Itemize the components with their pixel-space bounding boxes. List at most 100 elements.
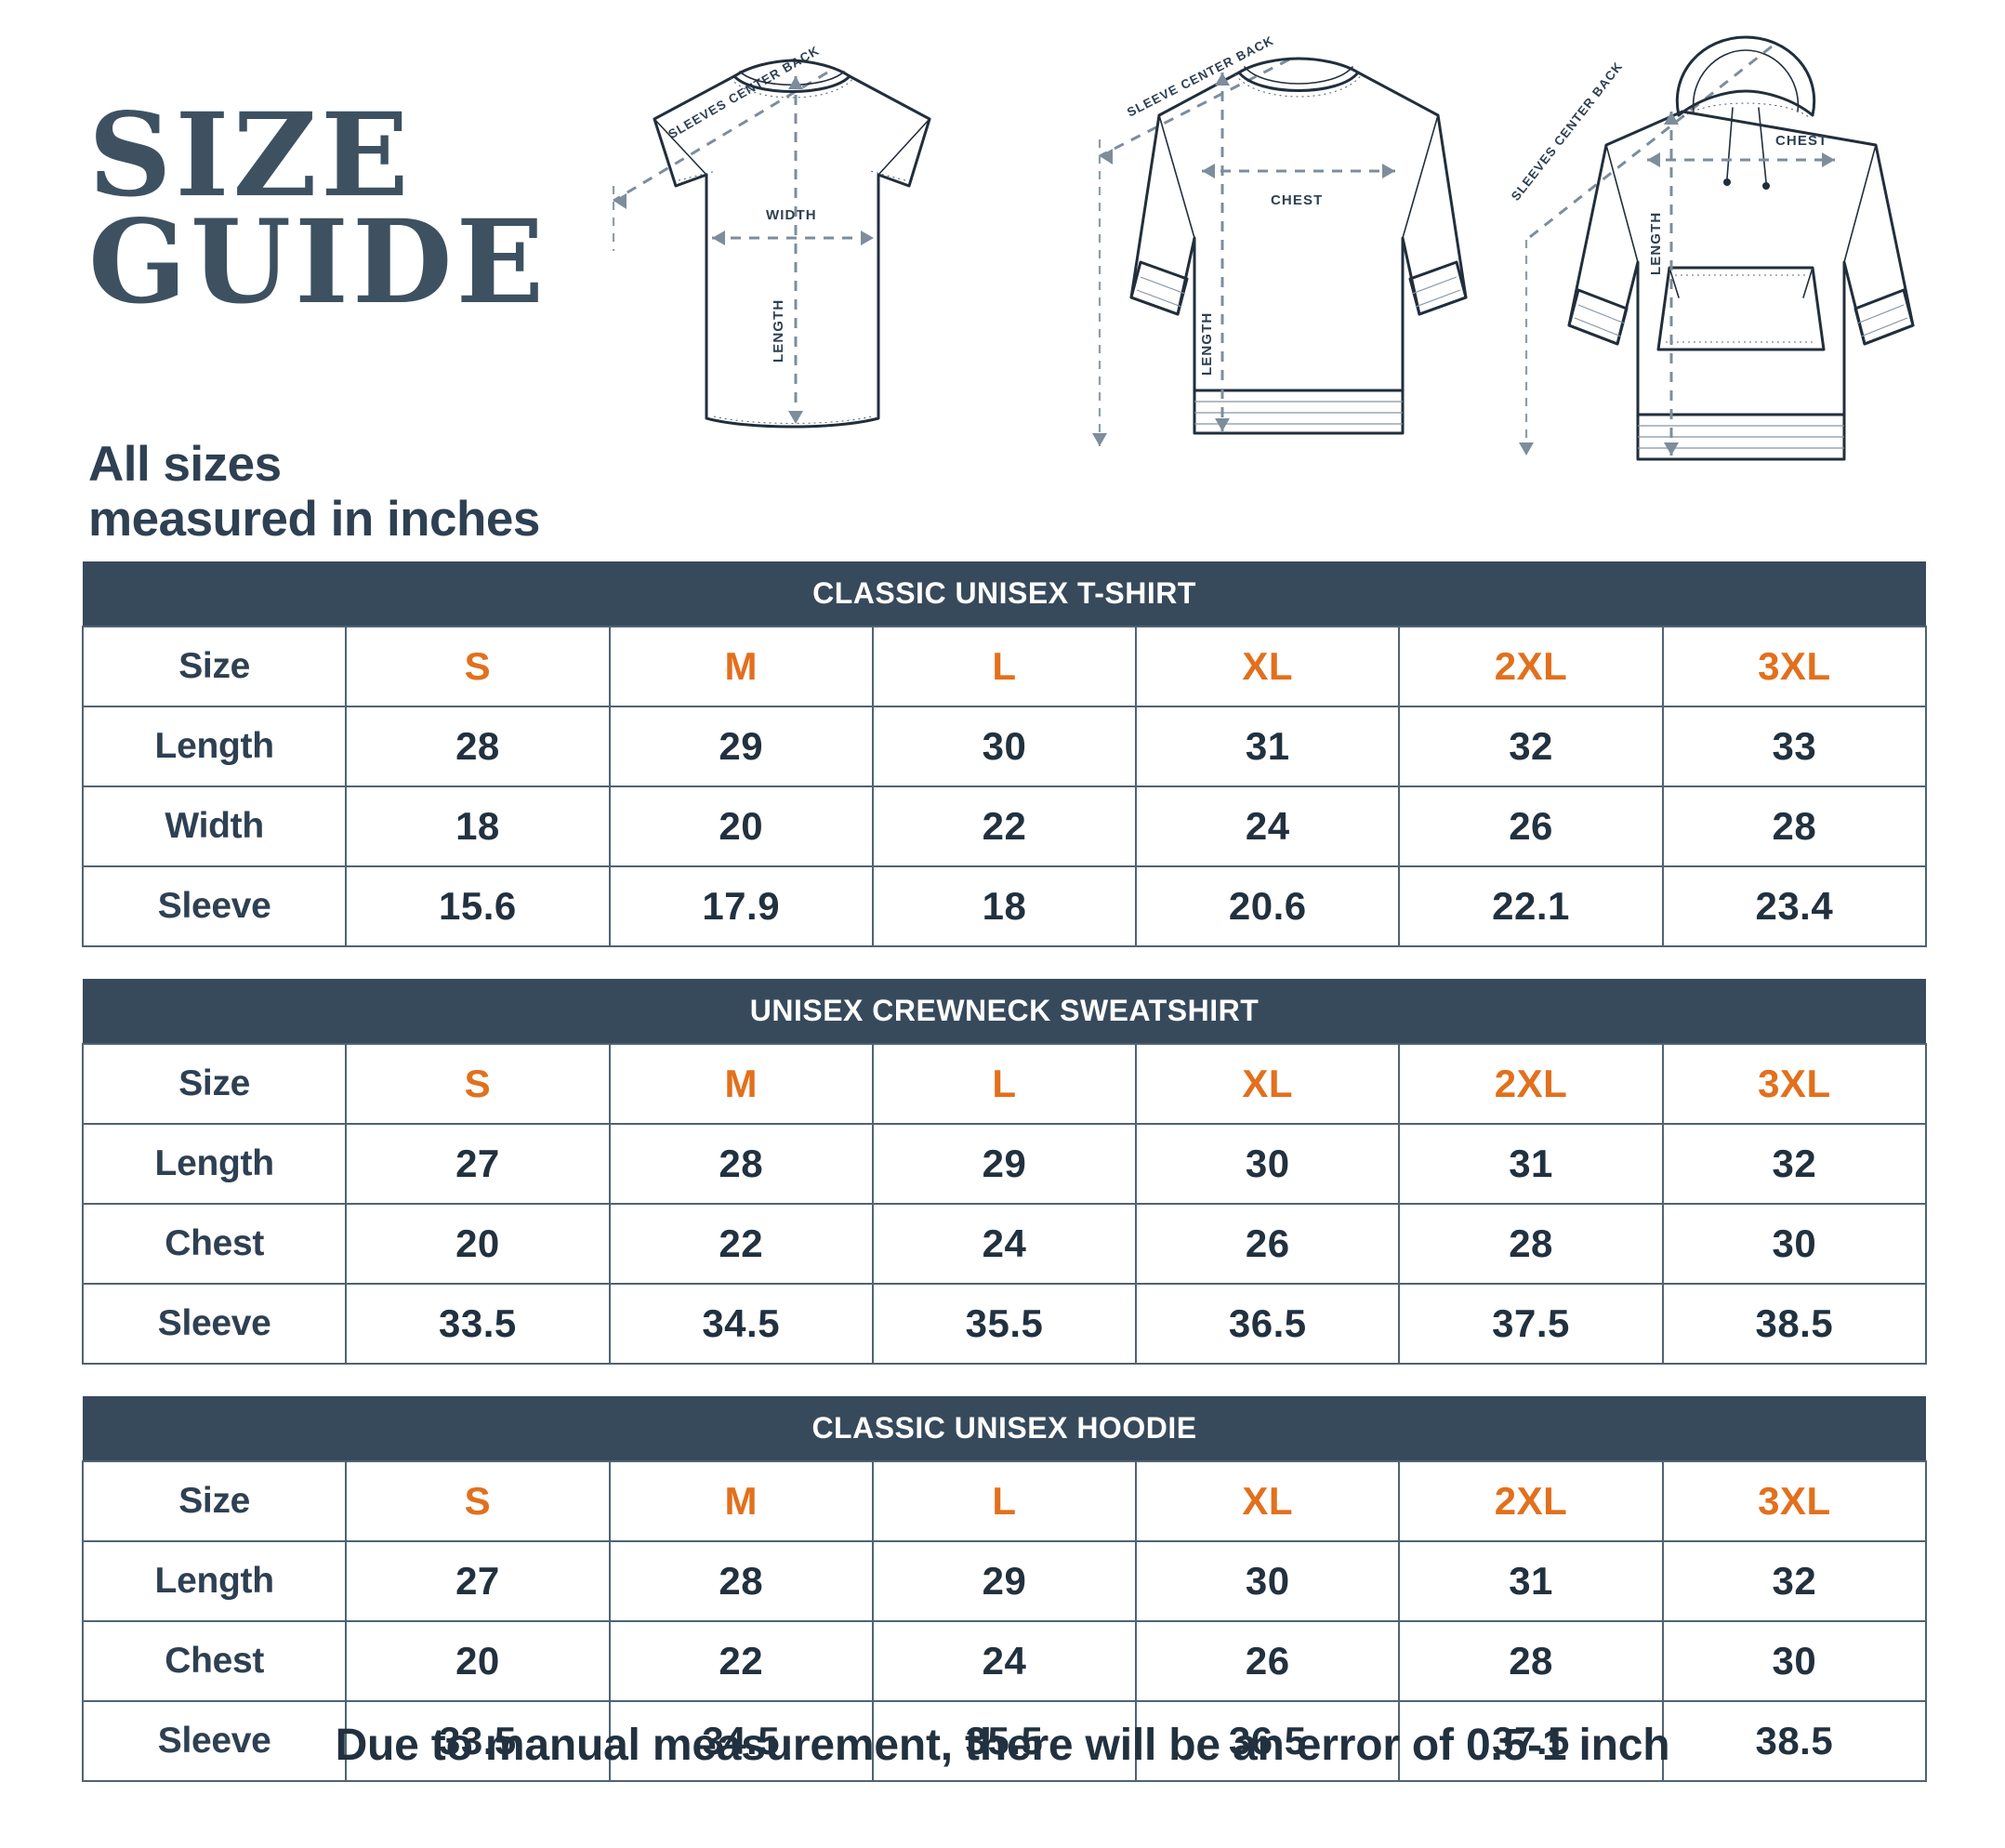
hoodie-drawstring-left: [1726, 107, 1734, 179]
tshirt-bottom-stitch: [713, 416, 873, 425]
value-cell: 30: [1135, 1123, 1401, 1205]
classic-unisex-tshirt-diagram: SLEEVES CENTER BACK: [558, 19, 1041, 558]
hoodie-left-cuff-rib-1: [1574, 317, 1622, 337]
tshirt-left-hem-stitch: [678, 170, 717, 181]
chest-arrow-right: [1382, 164, 1395, 178]
length-arrow-bottom: [1664, 442, 1679, 455]
hoodie-hood-stitch: [1682, 102, 1810, 118]
table-title: UNISEX CREWNECK SWEATSHIRT: [83, 979, 1926, 1044]
value-cell: 27: [345, 1123, 611, 1205]
hoodie-right-cuff-rib-1: [1860, 317, 1908, 337]
value-cell: 20: [345, 1620, 611, 1702]
value-cell: 32: [1661, 1123, 1928, 1205]
hoodie-left-cuff: [1567, 288, 1629, 346]
hoodie-right-sleeve-seam: [1843, 144, 1877, 263]
value-cell: 28: [1661, 785, 1928, 867]
size-cell-s: S: [345, 626, 611, 707]
value-cell: 29: [608, 706, 874, 787]
value-cell: 24: [871, 1620, 1138, 1702]
value-cell: 35.5: [871, 1283, 1138, 1365]
value-cell: 17.9: [608, 865, 874, 947]
size-cell-m: M: [608, 626, 874, 707]
hoodie-hood-outer: [1675, 35, 1816, 117]
hoodie-waistband: [1636, 413, 1846, 461]
table-title: CLASSIC UNISEX HOODIE: [83, 1396, 1926, 1461]
value-cell: 30: [1661, 1203, 1928, 1285]
subtitle-line-2: measured in inches: [88, 492, 540, 548]
table-row: Sleeve 33.5 34.5 35.5 36.5 37.5 38.5: [81, 1283, 1928, 1365]
value-cell: 38.5: [1661, 1283, 1928, 1365]
value-cell: 15.6: [345, 865, 611, 947]
row-label: Length: [81, 706, 348, 787]
value-cell: 26: [1135, 1203, 1401, 1285]
size-table-hoodie: CLASSIC UNISEX HOODIE Size S M L XL 2XL …: [81, 1396, 1928, 1782]
value-cell: 34.5: [608, 1283, 874, 1365]
table-spacer: [82, 958, 1927, 979]
size-cell-s: S: [345, 1460, 611, 1542]
size-cell-3xl: 3XL: [1661, 1043, 1928, 1125]
value-cell: 30: [871, 706, 1138, 787]
chest-label-text: CHEST: [1271, 192, 1323, 208]
size-cell-s: S: [345, 1043, 611, 1125]
hoodie-hood-inner: [1692, 49, 1800, 112]
value-cell: 29: [871, 1540, 1138, 1622]
value-cell: 28: [1398, 1620, 1664, 1702]
sleeve-guide-line: [613, 71, 828, 203]
value-cell: 37.5: [1398, 1700, 1664, 1782]
table-row: Width 18 20 22 24 26 28: [81, 785, 1928, 867]
value-cell: 18: [871, 865, 1138, 947]
value-cell: 24: [871, 1203, 1138, 1285]
value-cell: 31: [1398, 1123, 1664, 1205]
length-label-text: LENGTH: [1648, 212, 1664, 275]
hoodie-right-cuff: [1853, 288, 1915, 346]
crew-left-cuff-rib-1: [1136, 289, 1182, 308]
value-cell: 32: [1398, 706, 1664, 787]
value-cell: 36.5: [1135, 1700, 1401, 1782]
hoodie-left-sleeve-seam: [1605, 144, 1639, 263]
table-row: Length 27 28 29 30 31 32: [81, 1540, 1928, 1622]
table-row: Length 27 28 29 30 31 32: [81, 1123, 1928, 1205]
value-cell: 31: [1398, 1540, 1664, 1622]
sweatshirt-outline: [1129, 57, 1468, 392]
sleeve-guide-arrow-bottom: [1092, 433, 1107, 446]
width-arrow-right: [861, 231, 874, 245]
row-label: Size: [81, 1043, 348, 1125]
row-label: Sleeve: [81, 865, 348, 947]
crew-right-sleeve-seam: [1402, 114, 1439, 239]
value-cell: 22: [608, 1620, 874, 1702]
value-cell: 20: [345, 1203, 611, 1285]
row-label: Width: [81, 785, 348, 867]
row-label: Chest: [81, 1620, 348, 1702]
size-tables: CLASSIC UNISEX T-SHIRT Size S M L XL 2XL…: [81, 561, 1928, 1793]
subtitle: All sizes measured in inches: [88, 437, 540, 548]
length-label-text: LENGTH: [771, 299, 786, 363]
hoodie-aglet-left: [1723, 178, 1731, 186]
length-arrow-top: [1664, 112, 1679, 125]
size-cell-2xl: 2XL: [1398, 1460, 1664, 1542]
value-cell: 36.5: [1135, 1283, 1401, 1365]
size-cell-3xl: 3XL: [1661, 626, 1928, 707]
value-cell: 20: [608, 785, 874, 867]
length-arrow-top: [1215, 73, 1230, 86]
length-label-group: LENGTH: [1648, 212, 1664, 275]
length-label-group: LENGTH: [771, 299, 786, 363]
title-line-1: SIZE: [88, 88, 413, 223]
table-band-header: CLASSIC UNISEX T-SHIRT: [83, 561, 1926, 627]
value-cell: 28: [608, 1540, 874, 1622]
table-row: Length 28 29 30 31 32 33: [81, 706, 1928, 787]
sleeve-guide-arrow: [613, 193, 627, 209]
value-cell: 24: [1135, 785, 1401, 867]
value-cell: 29: [871, 1123, 1138, 1205]
title-heading: SIZE GUIDE: [88, 99, 609, 321]
crew-left-cuff: [1129, 260, 1189, 316]
size-table-crewneck: UNISEX CREWNECK SWEATSHIRT Size S M L XL…: [81, 979, 1928, 1365]
value-cell: 34.5: [608, 1700, 874, 1782]
value-cell: 22: [608, 1203, 874, 1285]
value-cell: 30: [1135, 1540, 1401, 1622]
length-arrow-bottom: [1215, 418, 1230, 431]
subtitle-line-1: All sizes: [88, 437, 282, 492]
chest-arrow-right: [1822, 152, 1835, 167]
sleeve-guide-arrow: [1100, 149, 1113, 165]
length-label-text: LENGTH: [1199, 312, 1215, 376]
